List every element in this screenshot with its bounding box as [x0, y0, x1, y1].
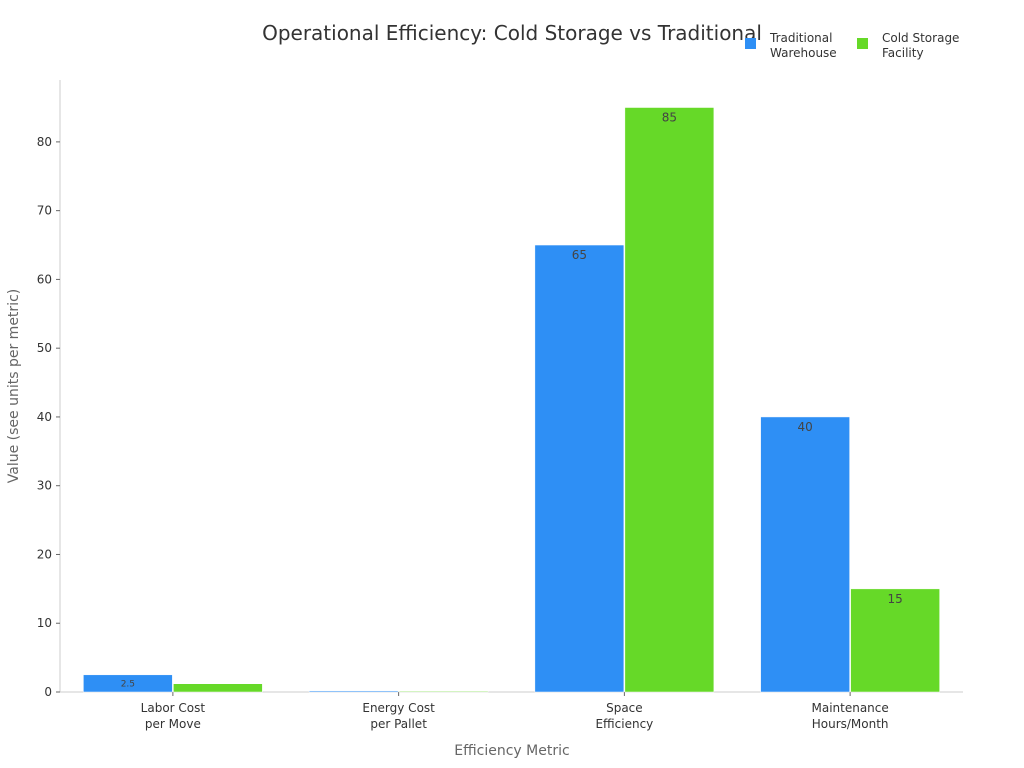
y-tick-label: 60 [37, 272, 52, 286]
y-axis: 0 10 20 30 40 50 60 70 80 [37, 80, 61, 699]
x-tick-label: Maintenance Hours/Month [811, 701, 888, 731]
x-tick-label: Energy Cost per Pallet [362, 701, 435, 731]
data-label: 15 [887, 592, 902, 606]
y-axis-title: Value (see units per metric) [6, 289, 22, 483]
y-tick-label: 30 [37, 479, 52, 493]
y-tick-label: 0 [44, 685, 52, 699]
legend-swatch [857, 38, 868, 49]
bar [850, 588, 940, 693]
bar [534, 244, 625, 693]
legend: Traditional Warehouse Cold Storage Facility [745, 31, 959, 60]
x-axis: Labor Cost per Move Energy Cost per Pallet S… [60, 691, 963, 731]
x-tick-label: Space Efficiency [595, 701, 653, 731]
legend-label: Cold Storage Facility [882, 31, 959, 60]
data-label: 85 [662, 111, 677, 125]
bar [760, 416, 850, 693]
y-tick-label: 50 [37, 341, 52, 355]
y-tick-label: 80 [37, 135, 52, 149]
y-tick-label: 20 [37, 547, 52, 561]
legend-label: Traditional Warehouse [769, 31, 837, 60]
bar [398, 690, 489, 693]
chart-title: Operational Efficiency: Cold Storage vs … [262, 21, 762, 45]
data-label: 2.5 [121, 679, 135, 689]
x-axis-title: Efficiency Metric [454, 743, 569, 759]
data-label: 40 [797, 420, 812, 434]
bar [624, 107, 715, 693]
y-tick-label: 40 [37, 410, 52, 424]
y-tick-label: 70 [37, 204, 52, 218]
x-tick-label: Labor Cost per Move [141, 701, 206, 731]
y-tick-label: 10 [37, 616, 52, 630]
data-label: 65 [572, 248, 587, 262]
bars: 2.5 65 85 40 15 [83, 107, 940, 693]
legend-swatch [745, 38, 756, 49]
bar [308, 690, 399, 693]
bar [173, 683, 263, 693]
bar [83, 674, 173, 693]
